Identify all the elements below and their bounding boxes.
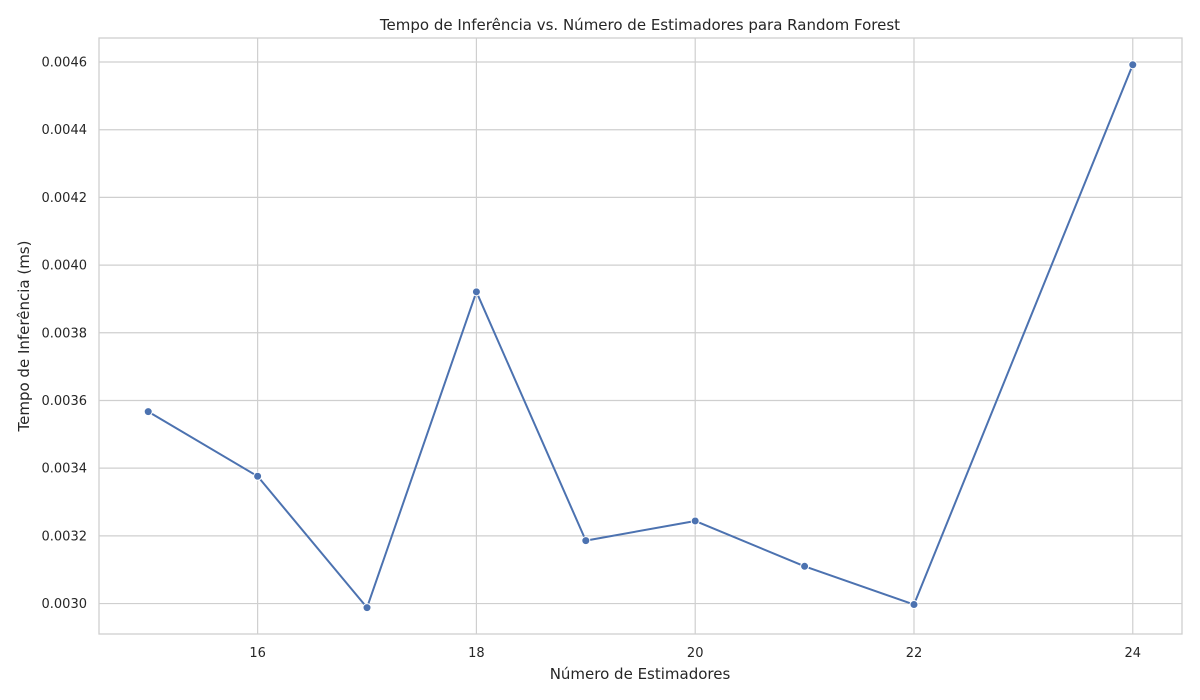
data-point [253, 471, 263, 481]
y-tick-label: 0.0030 [42, 597, 88, 612]
y-tick-label: 0.0032 [42, 529, 88, 544]
x-grid [257, 38, 1134, 634]
plot-area-frame [98, 37, 1183, 635]
y-tick-label: 0.0034 [42, 462, 88, 477]
y-axis-label: Tempo de Inferência (ms) [15, 241, 33, 433]
x-tick-labels: 16 18 20 22 24 [249, 646, 1141, 661]
y-tick-label: 0.0036 [42, 394, 88, 409]
y-tick-label: 0.0042 [42, 191, 88, 206]
series-line [147, 64, 1134, 609]
y-tick-label: 0.0044 [42, 123, 88, 138]
y-tick-label: 0.0038 [42, 326, 88, 341]
data-point [1128, 60, 1138, 70]
x-tick-label: 22 [906, 646, 923, 661]
data-point [143, 407, 153, 417]
data-point [909, 600, 919, 610]
data-point [362, 603, 372, 613]
x-axis-label: Número de Estimadores [550, 665, 731, 683]
x-tick-label: 24 [1124, 646, 1141, 661]
series-layer [143, 60, 1138, 613]
y-grid [99, 61, 1182, 605]
x-tick-label: 20 [687, 646, 704, 661]
data-point [581, 536, 591, 546]
data-point [471, 287, 481, 297]
chart-title: Tempo de Inferência vs. Número de Estima… [379, 16, 900, 34]
x-tick-label: 18 [468, 646, 485, 661]
data-point [800, 561, 810, 571]
y-tick-label: 0.0046 [42, 56, 88, 71]
data-point [690, 516, 700, 526]
x-tick-label: 16 [249, 646, 266, 661]
y-tick-labels: 0.0030 0.0032 0.0034 0.0036 0.0038 0.0040 0.00… [42, 56, 88, 613]
y-tick-label: 0.0040 [42, 259, 88, 274]
